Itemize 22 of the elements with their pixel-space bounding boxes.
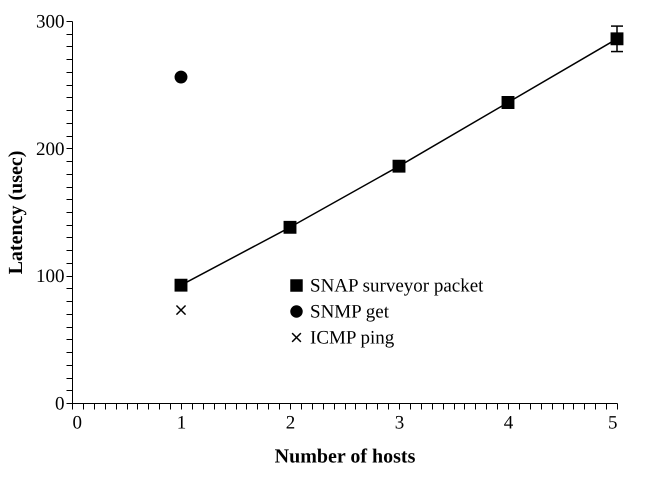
point (174, 278, 188, 292)
point (176, 304, 186, 316)
x-tick-label: 1 (176, 412, 186, 434)
x-tick-label: 2 (286, 412, 296, 434)
point (284, 220, 296, 234)
x-tick-label: 3 (394, 412, 404, 434)
y-tick-label: 200 (36, 138, 64, 160)
y-tick-label: 300 (36, 12, 64, 32)
x-tick-label: 4 (504, 412, 514, 434)
legend-label: SNMP get (310, 302, 390, 322)
y-tick-label: 0 (55, 394, 64, 414)
point (610, 32, 624, 46)
legend-label: SNAP surveyor packet (310, 276, 484, 296)
point (392, 160, 406, 173)
y-tick-label: 100 (36, 266, 64, 288)
x-tick-label: 5 (608, 412, 618, 434)
point (174, 70, 188, 84)
x-tick-label: 0 (72, 412, 82, 434)
point (502, 96, 514, 109)
legend-label: ICMP ping (310, 328, 395, 348)
x-axis-title: Number of hosts (274, 446, 416, 468)
y-axis-title: Latency (usec) (5, 150, 27, 274)
